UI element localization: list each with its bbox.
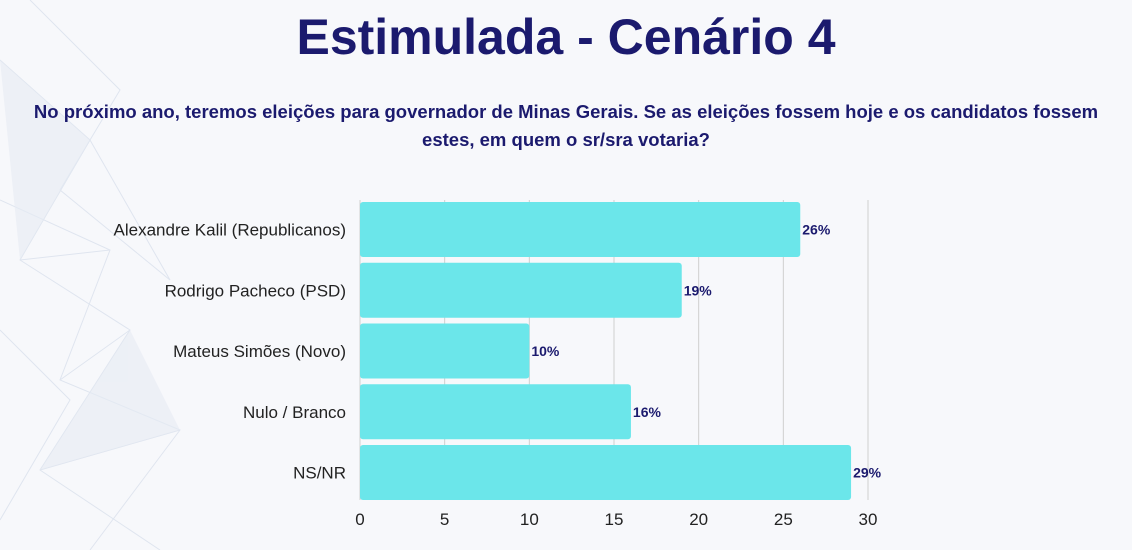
x-tick-label: 15 xyxy=(605,510,624,529)
data-label: 19% xyxy=(684,282,713,298)
x-tick-label: 20 xyxy=(689,510,708,529)
category-label: Mateus Simões (Novo) xyxy=(173,342,346,361)
category-label: NS/NR xyxy=(293,464,346,483)
bar xyxy=(360,323,530,379)
data-label: 26% xyxy=(802,222,831,238)
category-label: Rodrigo Pacheco (PSD) xyxy=(165,281,346,300)
x-tick-label: 30 xyxy=(859,510,878,529)
x-tick-label: 10 xyxy=(520,510,539,529)
data-label: 10% xyxy=(531,343,560,359)
category-label: Alexandre Kalil (Republicanos) xyxy=(114,221,346,240)
page-title: Estimulada - Cenário 4 xyxy=(296,9,836,65)
bar xyxy=(360,384,631,440)
data-label: 16% xyxy=(633,404,662,420)
category-label: Nulo / Branco xyxy=(243,403,346,422)
data-label: 29% xyxy=(853,465,882,481)
question-subtitle: No próximo ano, teremos eleições para go… xyxy=(33,101,1099,150)
bar xyxy=(360,202,801,257)
x-tick-label: 5 xyxy=(440,510,449,529)
bar xyxy=(360,262,682,318)
x-tick-label: 0 xyxy=(355,510,364,529)
x-tick-label: 25 xyxy=(774,510,793,529)
bar xyxy=(360,445,852,500)
